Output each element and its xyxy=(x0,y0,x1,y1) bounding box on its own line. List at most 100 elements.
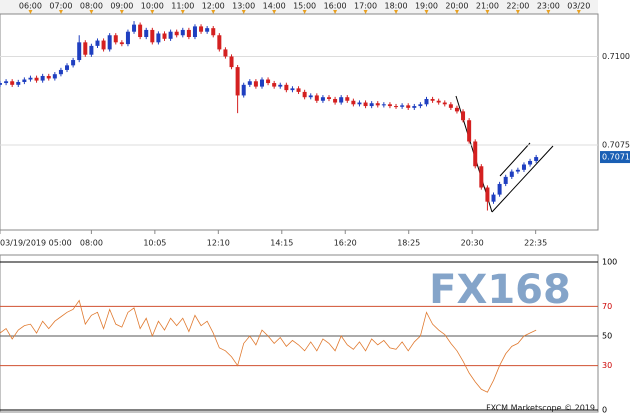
candle-body xyxy=(113,35,118,43)
candle-body xyxy=(107,35,112,50)
candle-body xyxy=(138,24,143,38)
candle-body xyxy=(253,81,258,87)
top-tick-label: 03/20 xyxy=(567,2,590,11)
top-tick-label: 22:00 xyxy=(506,2,529,11)
top-tick-mark xyxy=(394,10,399,14)
y-tick-label: 50 xyxy=(602,332,612,341)
candle-body xyxy=(28,77,33,80)
top-tick-label: 21:00 xyxy=(476,2,499,11)
candle-body xyxy=(418,104,423,107)
candle-body xyxy=(272,83,277,87)
candle-body xyxy=(521,164,526,170)
candle-body xyxy=(339,97,344,103)
top-tick-mark xyxy=(333,10,338,14)
candle-body xyxy=(436,100,441,103)
top-tick-label: 18:00 xyxy=(384,2,407,11)
candle-body xyxy=(375,103,380,106)
candle-body xyxy=(515,169,520,172)
candle-body xyxy=(357,102,362,105)
candle-body xyxy=(40,75,45,81)
candle-body xyxy=(485,187,490,202)
x-tick-label: 08:00 xyxy=(80,239,103,248)
footer: FXCM Marketscope © 2019 xyxy=(486,404,595,413)
candle-body xyxy=(278,84,283,87)
top-tick-mark xyxy=(546,10,551,14)
x-tick-label: 14:15 xyxy=(270,239,293,248)
candle-body xyxy=(497,183,502,195)
top-tick-label: 06:00 xyxy=(19,2,42,11)
top-tick-mark xyxy=(363,10,368,14)
candle-body xyxy=(22,79,27,82)
candle-body xyxy=(95,40,100,46)
candle-body xyxy=(296,88,301,92)
top-tick-label: 15:00 xyxy=(293,2,316,11)
x-tick-label: 12:10 xyxy=(207,239,230,248)
candle-body xyxy=(412,106,417,108)
top-tick-mark xyxy=(302,10,307,14)
top-tick-label: 08:00 xyxy=(80,2,103,11)
candle-body xyxy=(394,106,399,108)
candle-body xyxy=(168,31,173,39)
x-tick-label: 10:05 xyxy=(143,239,166,248)
top-tick-mark xyxy=(28,10,33,14)
top-tick-label: 23:00 xyxy=(537,2,560,11)
top-tick-mark xyxy=(58,10,63,14)
candle-body xyxy=(174,31,179,36)
top-tick-mark xyxy=(89,10,94,14)
candle-body xyxy=(333,98,338,103)
candle-body xyxy=(351,100,356,105)
candle-body xyxy=(448,104,453,108)
top-tick-label: 20:00 xyxy=(445,2,468,11)
top-tick-label: 16:00 xyxy=(324,2,347,11)
trend-line xyxy=(499,142,531,177)
price-panel xyxy=(0,13,599,231)
candle-body xyxy=(192,26,197,38)
candle-body xyxy=(10,81,15,85)
candle-body xyxy=(503,176,508,184)
y-tick-label: 30 xyxy=(602,361,612,370)
candle-body xyxy=(491,194,496,202)
candle-body xyxy=(180,29,185,36)
top-tick-label: 09:00 xyxy=(110,2,133,11)
top-tick-mark xyxy=(485,10,490,14)
candle-body xyxy=(290,88,295,91)
candle-body xyxy=(266,79,271,84)
candle-body xyxy=(46,75,51,79)
candle-body xyxy=(424,98,429,105)
candle-body xyxy=(223,49,228,57)
candle-body xyxy=(211,28,216,36)
candle-body xyxy=(387,104,392,107)
candle-body xyxy=(259,79,264,87)
candle-body xyxy=(406,105,411,108)
candle-body xyxy=(381,104,386,106)
candle-body xyxy=(162,33,167,39)
top-tick-mark xyxy=(576,10,581,14)
candle-body xyxy=(125,31,130,45)
x-tick-label: 16:20 xyxy=(334,239,357,248)
candle-body xyxy=(52,74,57,79)
candle-body xyxy=(369,103,374,107)
y-tick-label: 0 xyxy=(602,406,607,415)
candle-body xyxy=(308,95,313,98)
top-tick-label: 17:00 xyxy=(354,2,377,11)
candle-body xyxy=(186,29,191,38)
top-tick-mark xyxy=(272,10,277,14)
candle-body xyxy=(199,26,204,32)
candle-body xyxy=(320,97,325,101)
top-tick-mark xyxy=(241,10,246,14)
candle-body xyxy=(16,81,21,85)
y-tick-label: 70 xyxy=(602,302,612,311)
candle-body xyxy=(144,29,149,38)
candle-body xyxy=(0,83,2,85)
top-tick-label: 13:00 xyxy=(232,2,255,11)
candle-body xyxy=(205,28,210,32)
top-tick-mark xyxy=(150,10,155,14)
top-tick-label: 19:00 xyxy=(415,2,438,11)
candle-body xyxy=(77,42,82,61)
candle-body xyxy=(89,45,94,55)
x-tick-label: 03/19/2019 05:00 xyxy=(0,239,72,248)
candle-body xyxy=(241,84,246,96)
candle-body xyxy=(284,84,289,91)
